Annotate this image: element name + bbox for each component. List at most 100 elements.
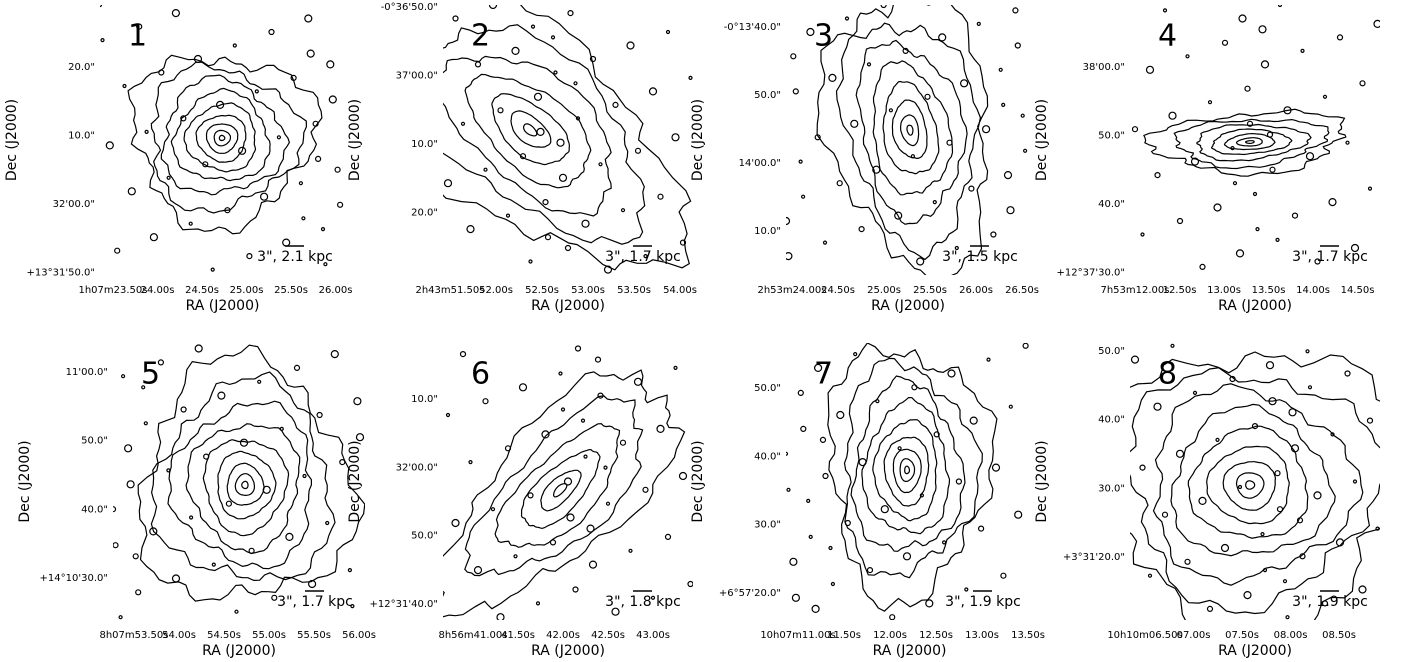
noise-contour <box>326 60 335 69</box>
contour <box>1130 367 1380 615</box>
noise-contour <box>800 425 807 432</box>
y-tick-label: 50.0" <box>754 90 781 101</box>
contour <box>160 74 291 196</box>
scale-label: 3", 1.5 kpc <box>942 249 1018 265</box>
scale-label: 3", 1.7 kpc <box>1292 249 1368 265</box>
noise-contour <box>308 579 317 589</box>
contour <box>883 436 930 507</box>
noise-contour <box>560 407 566 412</box>
y-tick-label: 50.0" <box>81 436 108 447</box>
contour <box>443 55 612 217</box>
contour <box>900 114 920 147</box>
x-tick-label: 7h53m12.00s <box>1100 285 1169 296</box>
contour <box>872 419 938 522</box>
x-tick-label: 25.00s <box>230 285 264 296</box>
contour <box>491 93 571 166</box>
noise-contour <box>482 398 489 405</box>
noise-contour <box>880 505 889 514</box>
noise-contour <box>828 73 837 83</box>
noise-contour <box>1237 484 1243 490</box>
noise-contour <box>127 187 136 196</box>
noise-contour <box>1276 506 1284 513</box>
noise-contour <box>511 46 520 56</box>
noise-contour <box>443 179 453 188</box>
noise-contour <box>334 166 341 173</box>
contour <box>1206 445 1290 525</box>
noise-contour <box>1192 390 1198 395</box>
x-tick-label: 08.50s <box>1322 630 1356 641</box>
contour <box>167 400 312 570</box>
contour <box>1235 472 1265 499</box>
noise-contour <box>1359 80 1366 87</box>
noise-contour <box>947 369 956 378</box>
noise-contour <box>836 410 845 420</box>
noise-contour <box>232 43 237 48</box>
contour <box>443 24 646 245</box>
y-tick-label: 37'00.0" <box>396 71 438 82</box>
x-axis-label: RA (J2000) <box>531 643 605 659</box>
x-tick-label: 24.50s <box>821 285 855 296</box>
scale-label: 3", 1.7 kpc <box>605 249 681 265</box>
contour <box>464 395 644 577</box>
noise-contour <box>1345 140 1350 145</box>
noise-contour <box>1305 152 1315 161</box>
contour <box>510 110 552 148</box>
noise-contour <box>306 49 315 58</box>
noise-contour <box>1190 157 1200 166</box>
noise-contour <box>844 519 851 527</box>
noise-contour <box>180 406 187 413</box>
noise-contour <box>1176 217 1184 225</box>
noise-contour <box>1350 243 1360 253</box>
noise-contour <box>1175 449 1185 458</box>
x-tick-label: 12.50s <box>1163 285 1197 296</box>
noise-contour <box>1213 203 1222 212</box>
noise-contour <box>347 567 352 573</box>
noise-contour <box>786 451 789 456</box>
contour <box>217 450 277 520</box>
contour <box>127 54 323 235</box>
contour <box>1222 461 1277 511</box>
contour <box>1245 480 1256 490</box>
noise-contour <box>603 265 613 274</box>
noise-contour <box>1153 402 1162 411</box>
noise-contour <box>786 216 791 226</box>
x-tick-label: 13.00s <box>1207 285 1241 296</box>
noise-contour <box>853 352 858 357</box>
noise-contour <box>1328 198 1337 207</box>
noise-contour <box>302 473 307 479</box>
noise-contour <box>527 492 534 499</box>
noise-contour <box>1344 370 1351 377</box>
noise-contour <box>533 92 543 101</box>
noise-contour <box>822 472 829 480</box>
panel: 3 -0°13'40.0" 50.0" 14'00.0" 10.0" 2h53m24.00… <box>690 5 1039 314</box>
y-tick-label: 50.0" <box>754 383 781 394</box>
noise-contour <box>977 525 985 532</box>
noise-contour <box>1246 120 1254 127</box>
x-axis-label: RA (J2000) <box>873 643 947 659</box>
x-tick-label: 42.50s <box>591 630 625 641</box>
noise-contour <box>1215 437 1220 442</box>
noise-contour <box>530 24 536 29</box>
noise-contour <box>657 193 664 200</box>
contour <box>899 458 916 482</box>
noise-contour <box>1199 263 1206 270</box>
noise-contour <box>1288 408 1297 417</box>
noise-contour <box>124 444 133 453</box>
noise-contour <box>122 83 127 89</box>
x-tick-label: 8h07m53.50s <box>99 630 168 641</box>
noise-contour <box>671 133 680 142</box>
y-axis-label: Dec (J2000) <box>690 440 706 522</box>
noise-contour <box>353 397 362 406</box>
x-tick-label: 41.50s <box>501 630 535 641</box>
noise-contour <box>451 518 460 528</box>
noise-contour <box>813 363 823 372</box>
noise-contour <box>800 194 806 199</box>
noise-contour <box>924 93 931 100</box>
y-tick-label: 50.0" <box>411 531 438 542</box>
noise-contour <box>634 147 642 154</box>
noise-contour <box>566 513 575 522</box>
noise-contour <box>588 560 598 569</box>
noise-contour <box>1170 343 1175 348</box>
noise-contour <box>549 539 557 546</box>
noise-contour <box>483 167 488 172</box>
